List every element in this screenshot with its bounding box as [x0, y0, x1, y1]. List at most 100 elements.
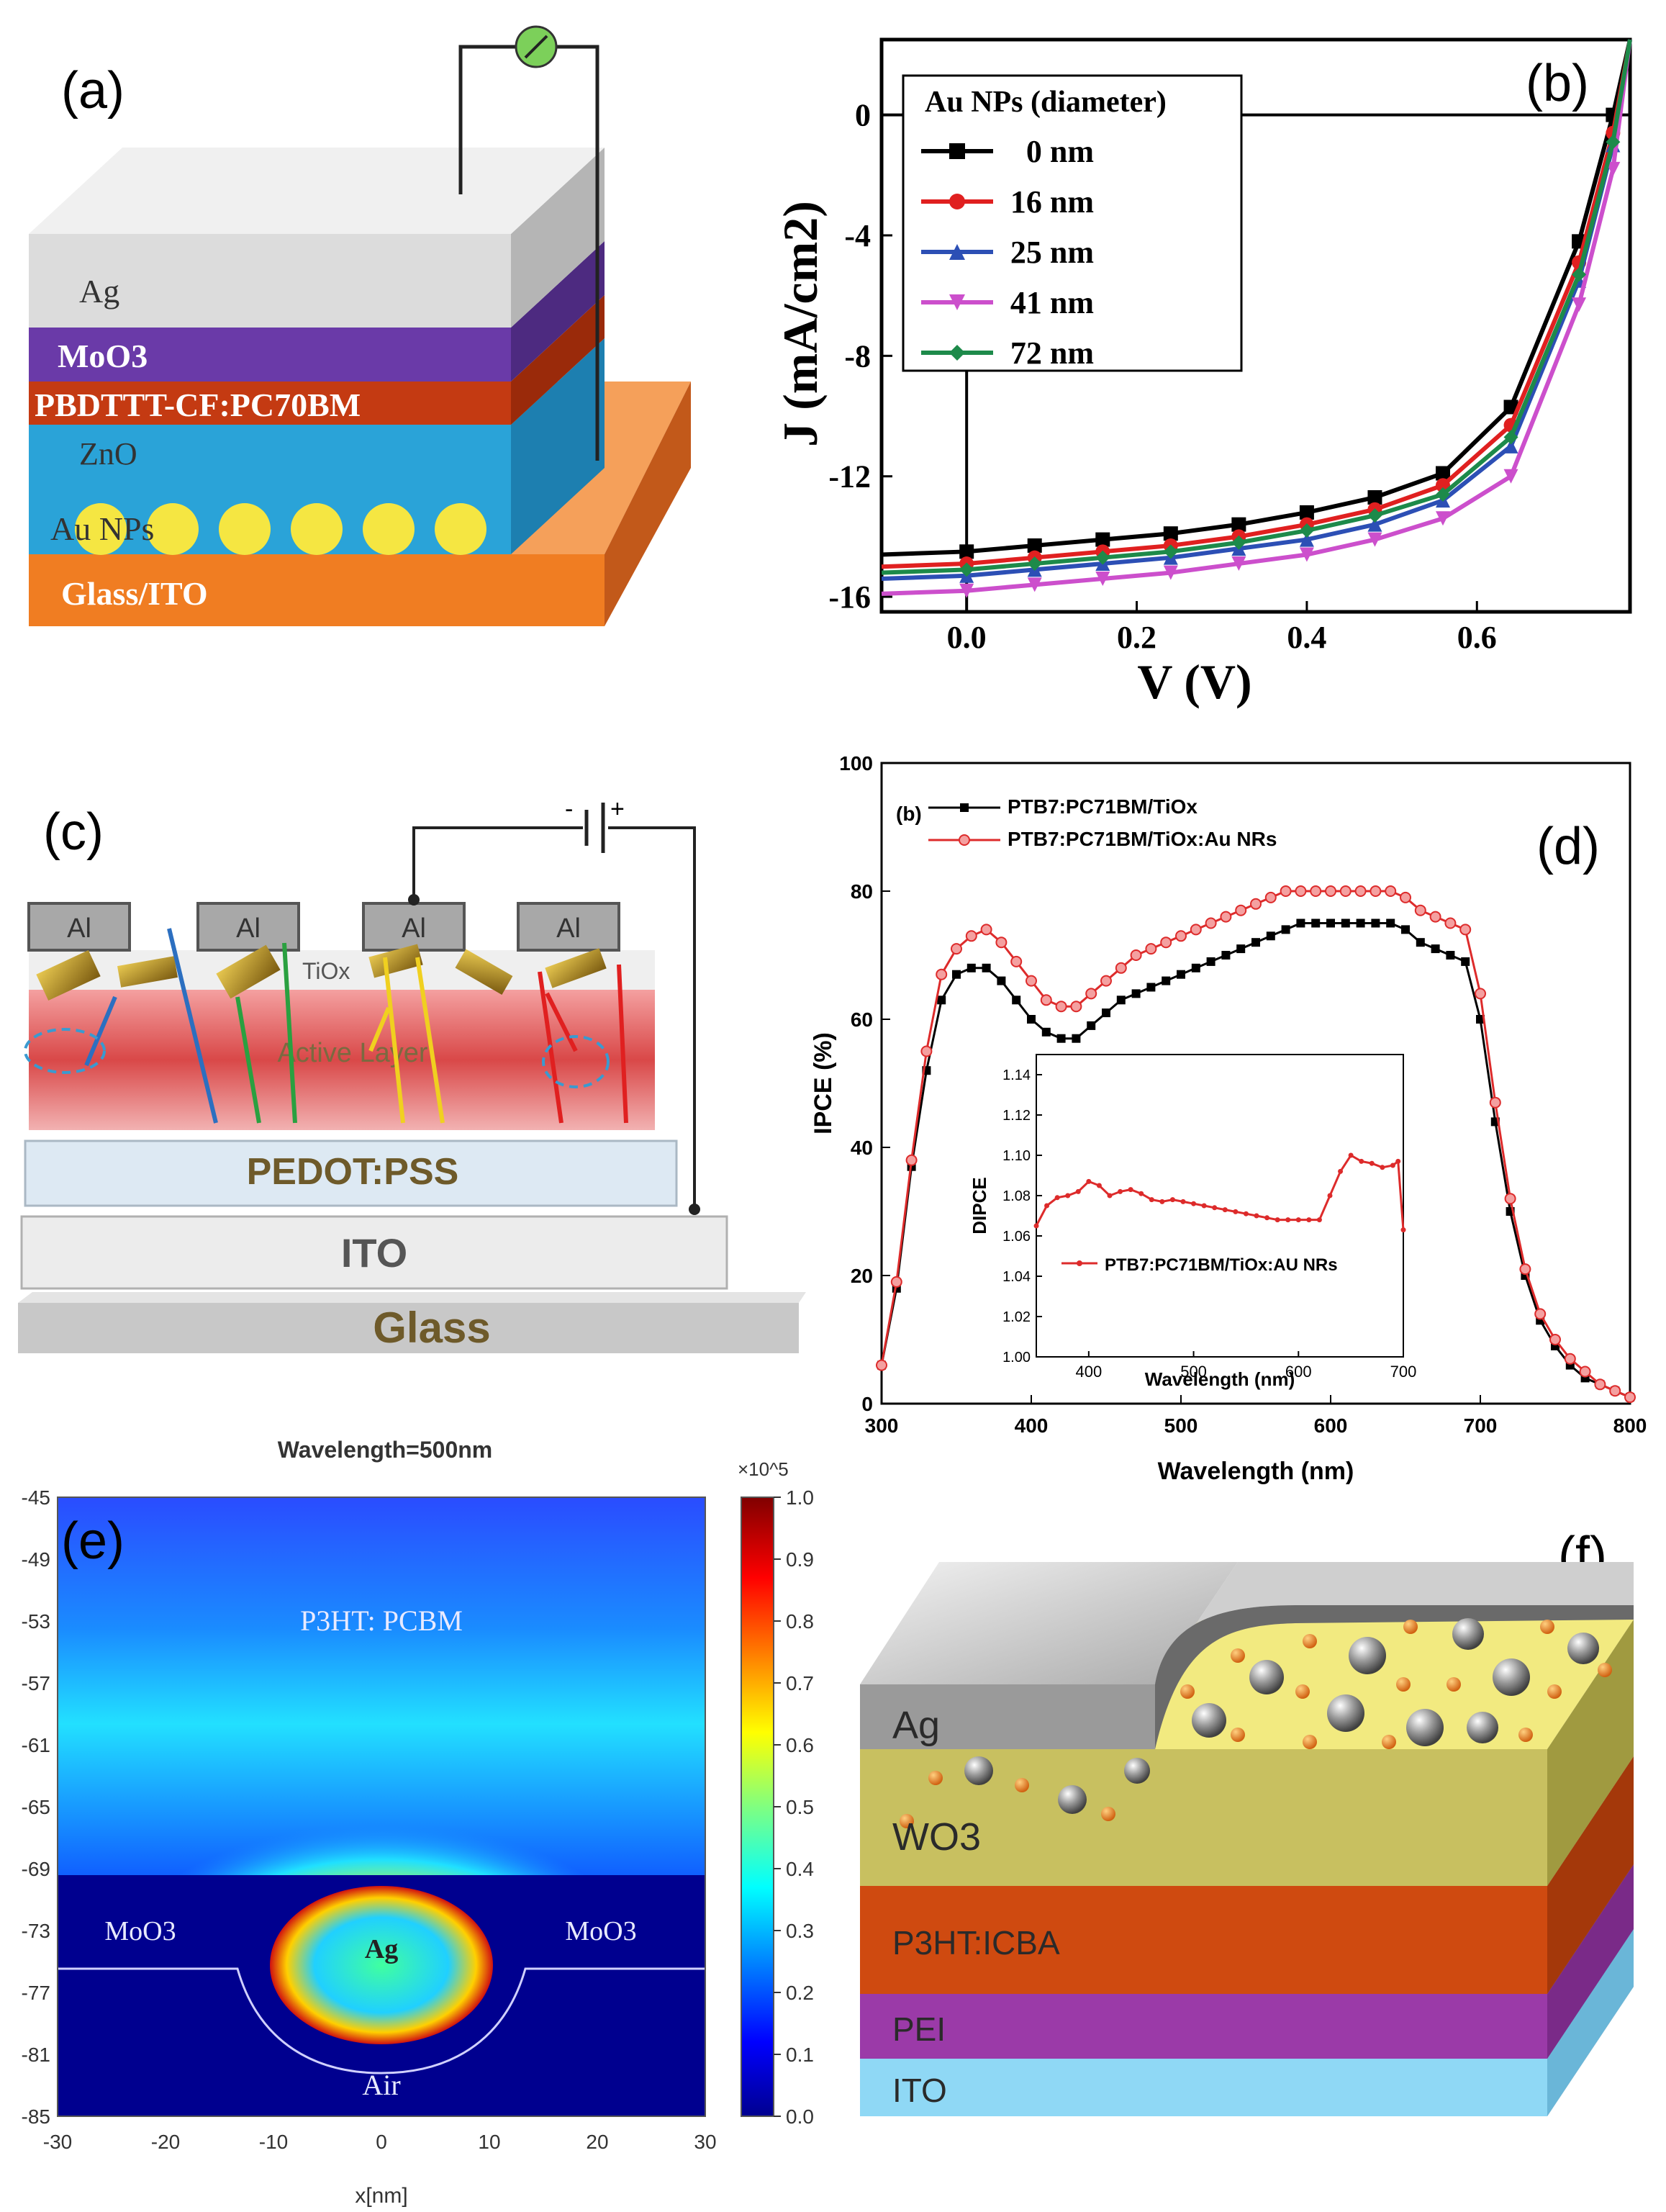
- field-x-tick-label: -20: [151, 2131, 180, 2153]
- active-layer-a: [29, 382, 511, 425]
- al-electrode: [196, 902, 300, 952]
- ag-sphere: [1124, 1758, 1150, 1784]
- ipce-data-point: [1371, 918, 1380, 928]
- air-label: Air: [362, 2069, 400, 2101]
- ipce-data-point: [1489, 1096, 1501, 1109]
- layer-ag-label: Ag: [79, 273, 119, 310]
- ipce-data-point: [1416, 938, 1425, 947]
- legend-label: 41 nm: [1010, 285, 1094, 320]
- pedot-layer: [24, 1139, 678, 1207]
- au-nanorod: [545, 948, 607, 988]
- interface-line: [58, 1967, 705, 2075]
- y-tick-label: -12: [828, 459, 871, 495]
- ipce-data-point: [1624, 1391, 1636, 1404]
- moo3-left-label: MoO3: [104, 1916, 176, 1946]
- au-np: [363, 503, 415, 555]
- inset-data-point: [1380, 1165, 1385, 1170]
- panel-d-letter: (d): [1536, 818, 1600, 875]
- colorbar-tick-label: 0.5: [786, 1796, 814, 1818]
- jv-data-point: [1299, 505, 1314, 520]
- inset-xlabel: Wavelength (nm): [1145, 1368, 1295, 1390]
- ipce-data-point: [1385, 885, 1397, 897]
- inset-data-point: [1359, 1158, 1364, 1164]
- ipce-data-point: [1354, 885, 1367, 897]
- ag-sphere: [1349, 1637, 1386, 1674]
- al-label: Al: [236, 913, 261, 944]
- au-np: [219, 503, 271, 555]
- panel-b: 0.0 0.2 0.4 0.6 0 -4 -8 -12 -16 (b) Au NPs (diam…: [773, 37, 1632, 709]
- inset-y-tick-label: 1.12: [1002, 1108, 1031, 1124]
- inset-x-tick-label: 700: [1390, 1363, 1417, 1381]
- inset-data-point: [1033, 1223, 1039, 1229]
- field-map-frame: [57, 1497, 706, 2117]
- ag-sphere: [1249, 1660, 1284, 1694]
- ipce-data-point: [1414, 904, 1426, 916]
- ipce-data-point: [1206, 957, 1215, 966]
- legend-marker: [949, 345, 965, 361]
- au-nanoparticles: [75, 503, 486, 555]
- field-x-tick-label: 30: [694, 2131, 716, 2153]
- ipce-data-point: [1162, 976, 1171, 985]
- ipce-data-point: [1280, 885, 1292, 897]
- au-nanorod: [216, 944, 281, 999]
- wo3-label: WO3: [892, 1815, 981, 1859]
- ipce-data-point: [1251, 938, 1260, 947]
- field-x-tick-label: -10: [259, 2131, 288, 2153]
- ipce-data-point: [1130, 949, 1142, 961]
- ipce-data-point: [1100, 975, 1112, 987]
- inset-data-point: [1400, 1227, 1406, 1233]
- ipce-data-point: [1026, 975, 1037, 987]
- inset-y-tick-label: 1.00: [1002, 1350, 1031, 1365]
- inset-x-tick-label: 500: [1180, 1363, 1207, 1381]
- ipce-data-point: [952, 970, 961, 979]
- legend-label: PTB7:PC71BM/TiOx: [1008, 795, 1198, 818]
- jv-data-point: [1367, 517, 1382, 532]
- panel-a-letter: (a): [61, 62, 125, 119]
- inset-data-point: [1233, 1209, 1239, 1214]
- legend-marker: [949, 143, 965, 159]
- jv-data-point: [1572, 297, 1587, 312]
- jv-data-point: [1027, 577, 1042, 592]
- ipce-data-point: [1609, 1385, 1621, 1397]
- orange-nanoparticles: [900, 1620, 1612, 1828]
- ipce-data-point: [1072, 1034, 1081, 1043]
- inset-y-tick-label: 1.06: [1002, 1229, 1031, 1245]
- ipce-data-point: [1579, 1365, 1591, 1378]
- ag-sphere: [1327, 1694, 1364, 1732]
- field-y-tick-label: -81: [22, 2044, 50, 2066]
- ag-sphere: [1406, 1709, 1444, 1746]
- jv-data-point: [1367, 490, 1382, 505]
- ipce-legend: PTB7:PC71BM/TiOx PTB7:PC71BM/TiOx:Au NRs: [928, 795, 1277, 850]
- x-tick-label: 700: [1464, 1414, 1498, 1437]
- layer-glass-label: Glass/ITO: [61, 575, 208, 612]
- au-nanorod: [36, 949, 101, 1001]
- ag-sphere: [1567, 1633, 1599, 1664]
- ipce-data-point: [1281, 925, 1290, 934]
- jv-plot-frame: [879, 37, 1632, 614]
- colorbar-tick-label: 0.2: [786, 1982, 814, 2004]
- jv-data-point: [1027, 556, 1042, 572]
- inset-y-tick-label: 1.08: [1002, 1188, 1031, 1204]
- inset-y-tick-label: 1.04: [1002, 1269, 1031, 1285]
- ipce-data-point: [1295, 885, 1307, 897]
- ipce-data-point: [1266, 931, 1275, 941]
- moo3-right-label: MoO3: [565, 1916, 636, 1946]
- ipce-data-point: [1055, 1001, 1067, 1013]
- inset-y-tick-label: 1.02: [1002, 1309, 1031, 1325]
- ipce-data-point: [1191, 963, 1200, 972]
- ipce-data-point: [1461, 957, 1470, 966]
- ag-sphere: [1192, 1703, 1226, 1738]
- ipce-ylabel: IPCE (%): [810, 1032, 837, 1134]
- ito-label-c: ITO: [341, 1230, 407, 1276]
- x-tick-label: 600: [1314, 1414, 1348, 1437]
- y-tick-label: 40: [851, 1137, 873, 1159]
- wire-right: [554, 45, 599, 461]
- ipce-data-point: [1175, 930, 1187, 942]
- ag-label: Ag: [365, 1934, 398, 1964]
- field-y-tick-label: -73: [22, 1920, 50, 1942]
- ipce-data-point: [1400, 891, 1411, 903]
- au-nanorod: [455, 949, 513, 995]
- layer-moo3-label: MoO3: [58, 338, 148, 374]
- ito-layer-c: [20, 1215, 728, 1290]
- y-tick-label: 20: [851, 1265, 873, 1287]
